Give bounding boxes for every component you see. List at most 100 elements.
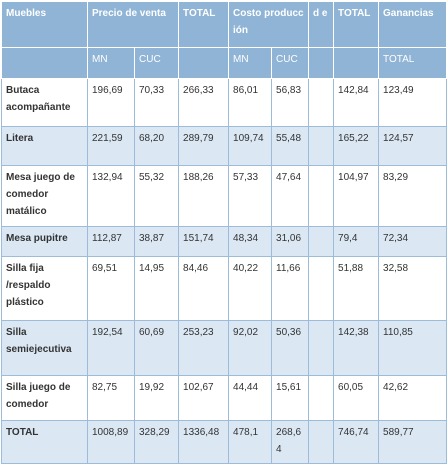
table-row: Litera 221,59 68,20 289,79 109,74 55,48 165,22… (1, 126, 447, 166)
table-cell: 42,62 (378, 375, 447, 421)
table-cell: 47,64 (271, 165, 310, 227)
table-row: Mesa juego de comedor matálico 132,94 55,3… (1, 165, 447, 227)
table-cell: 266,33 (178, 78, 230, 127)
table-cell: 79,4 (333, 226, 380, 257)
row-label: Silla juego de comedor (1, 375, 88, 421)
table-cell: 104,97 (333, 165, 380, 227)
table-cell: 55,48 (271, 126, 310, 166)
table-cell: 11,66 (271, 256, 310, 321)
header-cell: d e (308, 1, 335, 48)
table-cell: 86,01 (228, 78, 273, 127)
table-cell: 1336,48 (178, 420, 230, 464)
table-cell: 72,34 (378, 226, 447, 257)
table-cell: 92,02 (228, 320, 273, 376)
table-cell: 123,49 (378, 78, 447, 127)
table-row: Silla juego de comedor 82,75 19,92 102,67 44… (1, 375, 447, 421)
empty-cell (308, 420, 335, 464)
table-cell: 51,88 (333, 256, 380, 321)
empty-cell (308, 126, 335, 166)
table-cell: 83,29 (378, 165, 447, 227)
table-cell: 253,23 (178, 320, 230, 376)
table-row: TOTAL 1008,89 328,29 1336,48 478,1 268,64 746,… (1, 420, 447, 464)
table-cell: 289,79 (178, 126, 230, 166)
header-cell (333, 47, 380, 79)
empty-cell (308, 256, 335, 321)
subheader-cell: TOTAL (378, 47, 447, 79)
empty-cell (308, 78, 335, 127)
table-cell: 57,33 (228, 165, 273, 227)
table-row: Silla semiejecutiva 192,54 60,69 253,23 92,0… (1, 320, 447, 376)
table-cell: 55,32 (133, 165, 180, 227)
empty-cell (308, 320, 335, 376)
row-label: Litera (1, 126, 88, 166)
table-cell: 14,95 (133, 256, 180, 321)
table-cell: 221,59 (87, 126, 135, 166)
table-cell: 50,36 (271, 320, 310, 376)
table-cell: 112,87 (87, 226, 135, 257)
table-cell: 84,46 (178, 256, 230, 321)
header-cell: Muebles (1, 1, 88, 48)
table-cell: 44,44 (228, 375, 273, 421)
empty-cell (308, 226, 335, 257)
row-label: Mesa juego de comedor matálico (1, 165, 88, 227)
table-cell: 151,74 (178, 226, 230, 257)
table-cell: 32,58 (378, 256, 447, 321)
table-cell: 1008,89 (87, 420, 135, 464)
table-cell: 31,06 (271, 226, 310, 257)
table-cell: 40,22 (228, 256, 273, 321)
empty-cell (308, 375, 335, 421)
row-label: Mesa pupitre (1, 226, 88, 257)
table-cell: 68,20 (133, 126, 180, 166)
table-cell: 589,77 (378, 420, 447, 464)
header-cell: TOTAL (178, 1, 230, 48)
table-cell: 192,54 (87, 320, 135, 376)
table-row: Butaca acompañante 196,69 70,33 266,33 86,01… (1, 78, 447, 127)
row-label: Butaca acompañante (1, 78, 88, 127)
table-cell: 478,1 (228, 420, 273, 464)
table-cell: 142,38 (333, 320, 380, 376)
header-cell: Precio de venta (86, 1, 180, 48)
table-cell: 109,74 (228, 126, 273, 166)
table-cell: 268,64 (271, 420, 310, 464)
table-cell: 124,57 (378, 126, 447, 166)
empty-cell (308, 165, 335, 227)
table-body: Butaca acompañante 196,69 70,33 266,33 86,01… (1, 78, 447, 464)
table-cell: 38,87 (133, 226, 180, 257)
table-cell: 48,34 (228, 226, 273, 257)
subheader-cell: MN (87, 47, 135, 79)
table-cell: 196,69 (87, 78, 135, 127)
table-cell: 102,67 (178, 375, 230, 421)
table-row: Mesa pupitre 112,87 38,87 151,74 48,34 31,06 7… (1, 226, 447, 257)
table-cell: 70,33 (133, 78, 180, 127)
table-cell: 56,83 (271, 78, 310, 127)
header-cell: Costo producción (228, 1, 310, 48)
table-cell: 142,84 (333, 78, 380, 127)
row-label: TOTAL (1, 420, 88, 464)
row-label: Silla semiejecutiva (1, 320, 88, 376)
table-header: Muebles Precio de venta TOTAL Costo prod… (1, 1, 447, 79)
table-cell: 328,29 (133, 420, 180, 464)
header-cell (308, 47, 335, 79)
table-cell: 746,74 (333, 420, 380, 464)
table-cell: 60,05 (333, 375, 380, 421)
table-cell: 19,92 (133, 375, 180, 421)
table-cell: 60,69 (133, 320, 180, 376)
subheader-cell: MN (228, 47, 273, 79)
table-cell: 69,51 (87, 256, 135, 321)
subheader-cell: CUC (133, 47, 180, 79)
header-cell (178, 47, 230, 79)
table-cell: 165,22 (333, 126, 380, 166)
header-cell (1, 47, 88, 79)
table-cell: 110,85 (378, 320, 447, 376)
table-cell: 188,26 (178, 165, 230, 227)
header-cell: Ganancias (378, 1, 447, 48)
table-cell: 132,94 (87, 165, 135, 227)
header-cell: TOTAL (333, 1, 380, 48)
subheader-cell: CUC (271, 47, 310, 79)
table-cell: 82,75 (87, 375, 135, 421)
table-row: Silla fija /respaldo plástico 69,51 14,95 8… (1, 256, 447, 321)
row-label: Silla fija /respaldo plástico (1, 256, 88, 321)
table-cell: 15,61 (271, 375, 310, 421)
